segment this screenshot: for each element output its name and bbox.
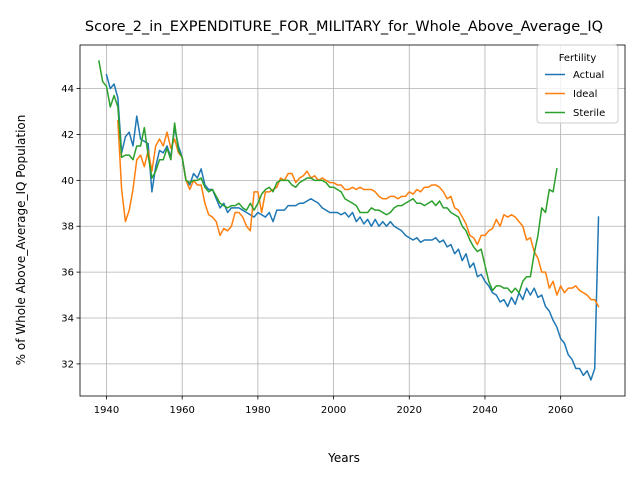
chart-title: Score_2_in_EXPENDITURE_FOR_MILITARY_for_…	[85, 19, 603, 35]
legend: Fertility Actual Ideal Sterile	[536, 44, 619, 124]
series-line-actual	[105, 73, 600, 381]
x-tick-label: 1960	[169, 405, 194, 416]
series-line-ideal	[117, 119, 600, 308]
y-axis-label: % of Whole Above_Average_IQ Population	[14, 115, 28, 366]
legend-box	[536, 44, 619, 124]
x-tick-label: 1940	[94, 405, 119, 416]
x-tick-label: 2020	[397, 405, 422, 416]
legend-label-sterile: Sterile	[573, 108, 605, 119]
legend-title: Fertility	[559, 53, 597, 64]
y-tick-label: 32	[61, 359, 74, 370]
y-tick-label: 44	[61, 84, 74, 95]
x-tick-label: 2060	[548, 405, 573, 416]
y-tick-label: 40	[61, 176, 74, 187]
plot-area: 1940 1960 1980 2000 2020 2040 2060 32 34 36 38 40 42…	[61, 44, 626, 416]
x-axis-label: Years	[327, 451, 360, 465]
y-tick-label: 42	[61, 130, 74, 141]
y-tick-label: 34	[61, 314, 74, 325]
x-tick-label: 2040	[472, 405, 497, 416]
legend-label-actual: Actual	[573, 70, 604, 81]
axes-frame	[79, 44, 626, 397]
legend-label-ideal: Ideal	[573, 89, 597, 100]
y-tick-label: 38	[61, 222, 74, 233]
x-tick-label: 1980	[245, 405, 270, 416]
series-line-sterile	[98, 60, 558, 294]
x-tick-label: 2000	[321, 405, 346, 416]
y-tick-label: 36	[61, 268, 74, 279]
